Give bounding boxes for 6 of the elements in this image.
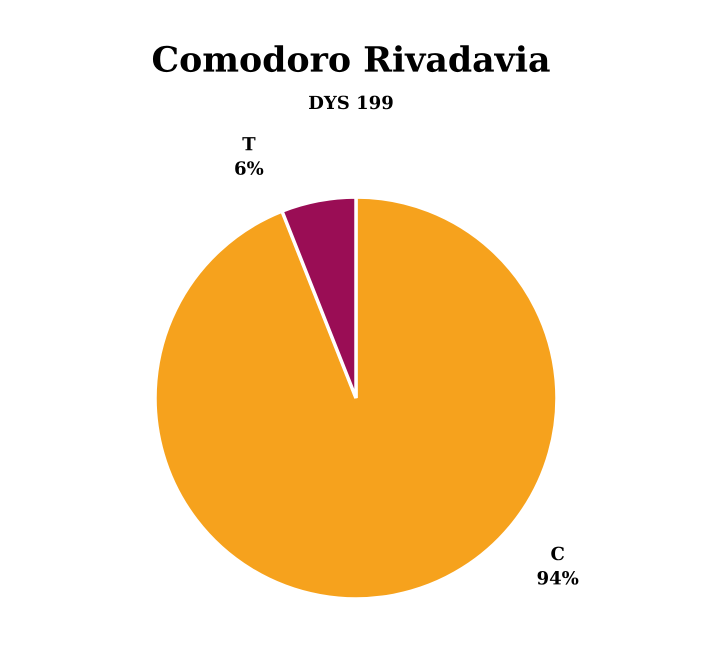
chart-subtitle: DYS 199 [309, 96, 393, 110]
chart-title: Comodoro Rivadavia [152, 45, 550, 72]
data-label: 94% [538, 570, 578, 585]
slice-label: T [242, 137, 256, 150]
slice-label: C [551, 546, 564, 560]
data-label: 6% [235, 161, 264, 175]
